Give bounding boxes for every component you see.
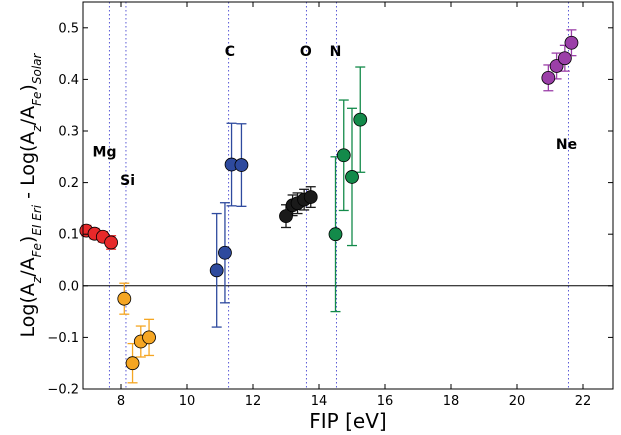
- y-tick-label: 0.4: [58, 73, 79, 88]
- y-axis-title-part: Fe: [30, 243, 44, 257]
- y-axis-title-part: z: [30, 125, 44, 133]
- data-point: [336, 148, 351, 163]
- element-label-mg: Mg: [93, 145, 117, 161]
- data-point: [209, 263, 224, 278]
- y-axis-title-part: EI Eri: [30, 204, 44, 235]
- data-point: [328, 227, 343, 242]
- y-axis-title-part: /A: [17, 106, 39, 125]
- y-tick-label: 0.0: [58, 279, 79, 294]
- y-tick-label: 0.1: [58, 228, 79, 243]
- y-axis-title-part: Log(A: [17, 283, 39, 337]
- data-point: [279, 209, 293, 224]
- y-axis-title-part: ): [17, 236, 39, 243]
- x-tick-label: 20: [509, 394, 526, 409]
- element-fip-lines: [108, 2, 569, 389]
- data-point: [117, 291, 132, 306]
- x-tick-label: 18: [443, 394, 460, 409]
- x-tick-label: 10: [179, 394, 196, 409]
- x-tick-label: 8: [117, 394, 125, 409]
- y-tick-label: −0.2: [47, 383, 79, 398]
- y-axis-ticks: −0.2 −0.1 0.0 0.1 0.2 0.3 0.4 0.5: [47, 21, 613, 398]
- y-tick-label: 0.3: [58, 125, 79, 140]
- y-axis-title-part: /A: [17, 257, 39, 276]
- data-point: [353, 112, 368, 127]
- data-point: [142, 330, 156, 345]
- data-point: [345, 170, 359, 184]
- data-point: [564, 35, 579, 50]
- x-axis-ticks: 8 10 12 14 16 18 20 22: [117, 2, 591, 409]
- x-tick-label: 16: [377, 394, 394, 409]
- element-label-n: N: [330, 44, 342, 60]
- data-point: [234, 158, 249, 172]
- y-axis-title: Log(Az/AFe)EI Eri - Log(Az/AFe)Solar: [17, 52, 44, 337]
- y-tick-label: −0.1: [47, 331, 79, 346]
- element-label-c: C: [225, 44, 235, 60]
- data-point: [303, 190, 318, 204]
- y-axis-title-part: Solar: [30, 52, 44, 84]
- element-label-si: Si: [120, 173, 135, 189]
- data-point: [125, 356, 140, 371]
- x-tick-label: 12: [245, 394, 262, 409]
- plot-frame: [82, 1, 614, 390]
- error-bars: [81, 29, 577, 384]
- x-axis-title: FIP [eV]: [309, 409, 386, 433]
- y-tick-label: 0.2: [58, 176, 79, 191]
- x-tick-label: 14: [311, 394, 328, 409]
- y-axis-title-part: Fe: [30, 92, 44, 106]
- element-label-o: O: [300, 44, 312, 60]
- y-tick-label: 0.5: [58, 21, 79, 36]
- data-point: [557, 51, 572, 66]
- y-axis-title-part: z: [30, 276, 44, 284]
- data-point: [541, 70, 556, 85]
- element-label-ne: Ne: [556, 137, 577, 153]
- data-point: [218, 245, 232, 260]
- x-tick-label: 22: [575, 394, 592, 409]
- y-axis-title-part: ): [17, 84, 39, 91]
- data-point: [104, 235, 118, 250]
- y-axis-title-part: - Log(A: [17, 132, 39, 205]
- data-points: [79, 35, 579, 371]
